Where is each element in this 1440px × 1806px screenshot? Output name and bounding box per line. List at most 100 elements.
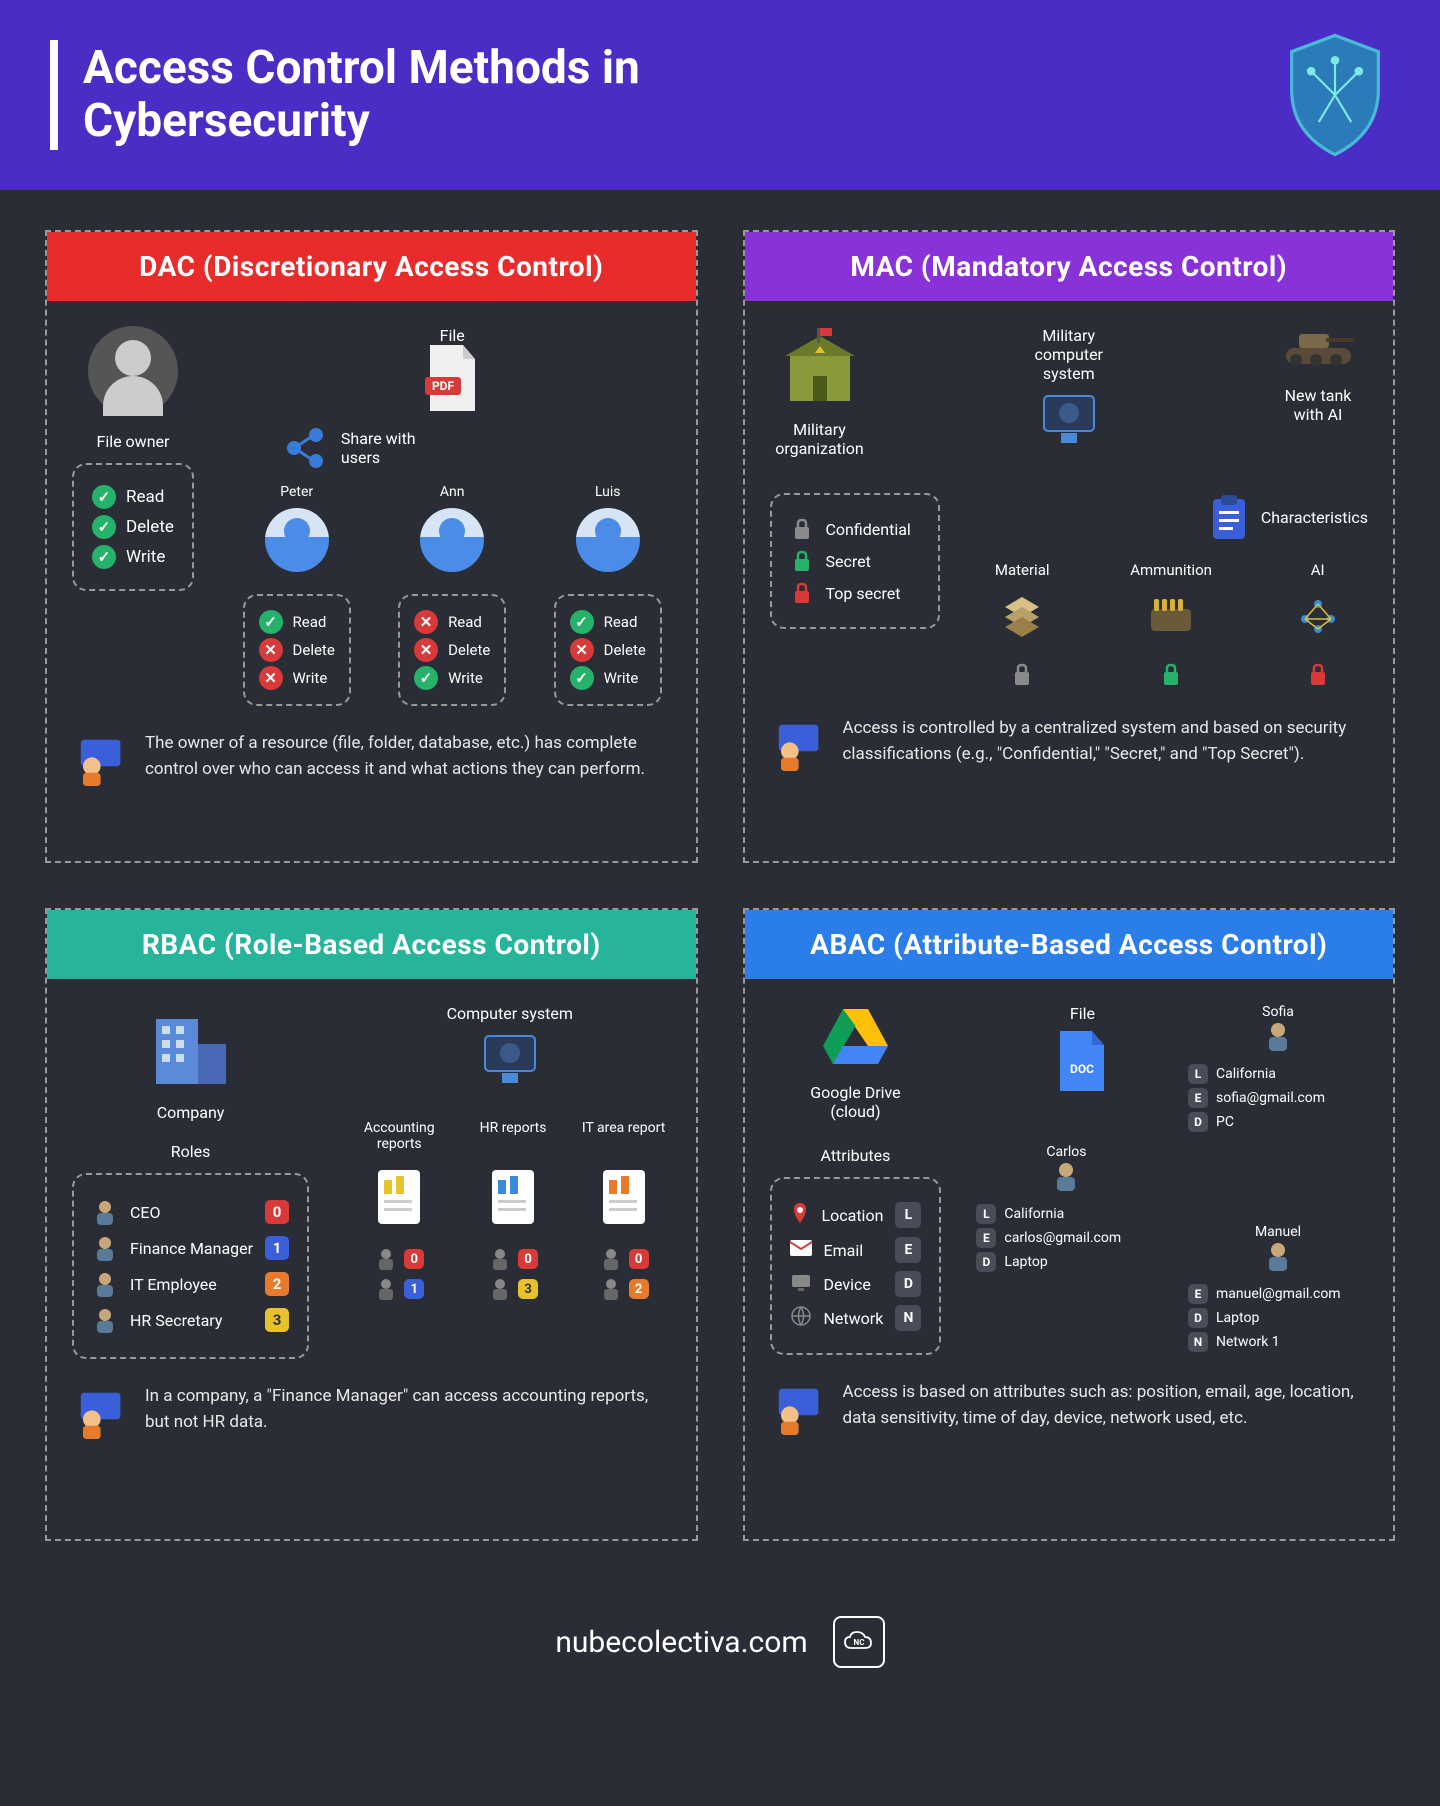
check-icon: ✓	[259, 610, 283, 634]
svg-text:PDF: PDF	[432, 379, 455, 393]
check-icon: ✓	[92, 545, 116, 569]
role-badge: 1	[265, 1236, 289, 1260]
user-perms: ✕Read✕Delete✓Write	[398, 594, 506, 706]
person-item: ManuelEmanuel@gmail.comDLaptopNNetwork 1	[1188, 1224, 1368, 1356]
mac-body: Military organization Military computer …	[745, 301, 1394, 861]
person-icon	[1050, 1160, 1082, 1192]
teacher-icon	[770, 1380, 825, 1435]
page-title: Access Control Methods in Cybersecurity	[83, 42, 783, 148]
lock-icon	[790, 549, 814, 573]
svg-text:DOC: DOC	[1070, 1062, 1094, 1076]
abac-title: ABAC (Attribute-Based Access Control)	[745, 910, 1394, 979]
char-icon	[995, 589, 1050, 643]
dac-user: Peter ✓Read✕Delete✕Write	[234, 484, 360, 706]
dac-desc: The owner of a resource (file, folder, d…	[145, 731, 671, 782]
user-perms: ✓Read✕Delete✓Write	[554, 594, 662, 706]
lock-icon	[790, 517, 814, 541]
share-label: Share with users	[341, 429, 431, 467]
abac-file-label: File	[1056, 1004, 1108, 1023]
page-header: Access Control Methods in Cybersecurity	[0, 0, 1440, 190]
person-icon	[374, 1277, 398, 1301]
attr-badge: N	[1188, 1332, 1208, 1352]
role-badge: 1	[404, 1279, 424, 1299]
attr-badge: D	[1188, 1112, 1208, 1132]
person-item: CarlosLCaliforniaEcarlos@gmail.comDLapto…	[976, 1144, 1156, 1276]
security-level: Confidential	[790, 517, 920, 541]
report-column: Accounting reports01	[354, 1120, 444, 1307]
attr-badge: L	[895, 1202, 921, 1228]
person-name: Sofia	[1188, 1004, 1368, 1020]
abac-body: Google Drive (cloud) Attributes Location…	[745, 979, 1394, 1539]
attr-badge: E	[1188, 1284, 1208, 1304]
mac-desc: Access is controlled by a centralized sy…	[843, 716, 1369, 767]
header-left: Access Control Methods in Cybersecurity	[50, 40, 783, 150]
cross-icon: ✕	[259, 638, 283, 662]
military-building-icon	[775, 326, 865, 406]
report-icon	[488, 1166, 538, 1228]
owner-perms: ✓Read ✓Delete ✓Write	[72, 463, 194, 591]
header-accent-bar	[50, 40, 58, 150]
report-icon	[374, 1166, 424, 1228]
user-name: Luis	[545, 484, 671, 500]
report-icon	[599, 1166, 649, 1228]
person-icon	[92, 1235, 118, 1261]
abac-desc: Access is based on attributes such as: p…	[843, 1380, 1369, 1431]
person-icon	[599, 1277, 623, 1301]
attr-badge: D	[1188, 1308, 1208, 1328]
cloud-label: Google Drive (cloud)	[795, 1083, 915, 1121]
attribute-item: DeviceD	[790, 1271, 922, 1297]
char-lock-icon	[995, 661, 1050, 691]
computer-system-icon	[480, 1031, 540, 1086]
attribute-item: LocationL	[790, 1201, 922, 1229]
mac-title: MAC (Mandatory Access Control)	[745, 232, 1394, 301]
char-lock-icon	[1293, 661, 1343, 691]
teacher-icon	[72, 731, 127, 786]
role-item: Finance Manager1	[92, 1235, 289, 1261]
characteristic: Ammunition	[1130, 561, 1212, 691]
cross-icon: ✕	[259, 666, 283, 690]
cards-grid: DAC (Discretionary Access Control) File …	[0, 190, 1440, 1581]
check-icon: ✓	[570, 610, 594, 634]
attribute-item: EmailE	[790, 1237, 922, 1263]
svg-text:NC: NC	[853, 1638, 864, 1647]
rbac-desc: In a company, a "Finance Manager" can ac…	[145, 1384, 671, 1435]
roles-box: CEO0Finance Manager1IT Employee2HR Secre…	[72, 1173, 309, 1359]
company-building-icon	[146, 1004, 236, 1089]
google-drive-icon	[818, 1004, 893, 1069]
role-badge: 3	[518, 1279, 538, 1299]
person-attrs: LCaliforniaEsofia@gmail.comDPC	[1188, 1064, 1368, 1132]
user-name: Ann	[389, 484, 515, 500]
role-badge: 0	[629, 1249, 649, 1269]
user-name: Peter	[234, 484, 360, 500]
rbac-title: RBAC (Role-Based Access Control)	[47, 910, 696, 979]
report-column: IT area report02	[582, 1120, 665, 1307]
doc-file-icon: DOC	[1056, 1031, 1108, 1095]
user-avatar-icon	[265, 508, 329, 572]
char-icon	[1130, 589, 1212, 643]
attr-badge: E	[895, 1237, 921, 1263]
role-item: IT Employee2	[92, 1271, 289, 1297]
dac-user: Luis ✓Read✕Delete✓Write	[545, 484, 671, 706]
attr-badge: L	[976, 1204, 996, 1224]
characteristic: AI	[1293, 561, 1343, 691]
person-icon	[488, 1247, 512, 1271]
rbac-system-label: Computer system	[349, 1004, 670, 1023]
teacher-icon	[72, 1384, 127, 1439]
attr-badge: N	[895, 1305, 921, 1331]
cross-icon: ✕	[570, 638, 594, 662]
lock-icon	[790, 581, 814, 605]
characteristic: Material	[995, 561, 1050, 691]
attribute-item: NetworkN	[790, 1305, 922, 1331]
cross-icon: ✕	[414, 638, 438, 662]
user-perms: ✓Read✕Delete✕Write	[243, 594, 351, 706]
nc-logo-icon: NC	[833, 1616, 885, 1668]
check-icon: ✓	[414, 666, 438, 690]
char-label: Characteristics	[1261, 508, 1368, 527]
tank-icon	[1281, 326, 1356, 376]
user-avatar-icon	[420, 508, 484, 572]
page-footer: nubecolectiva.com NC	[0, 1581, 1440, 1713]
role-item: CEO0	[92, 1199, 289, 1225]
system-label: Military computer system	[1009, 326, 1129, 383]
person-attrs: Emanuel@gmail.comDLaptopNNetwork 1	[1188, 1284, 1368, 1352]
attr-badge: D	[976, 1252, 996, 1272]
